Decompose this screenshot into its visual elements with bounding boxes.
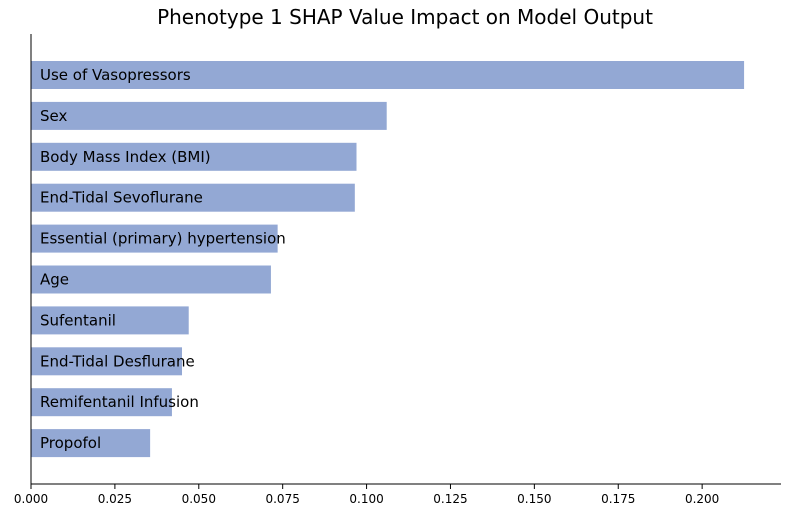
bar-label-2: Body Mass Index (BMI)	[40, 148, 211, 166]
x-tick-label-1: 0.025	[98, 492, 132, 506]
bar-label-1: Sex	[40, 107, 67, 125]
x-tick-label-3: 0.075	[265, 492, 299, 506]
x-tick-label-6: 0.150	[517, 492, 551, 506]
bar-label-5: Age	[40, 271, 69, 289]
bar-8	[31, 388, 172, 417]
chart-title: Phenotype 1 SHAP Value Impact on Model O…	[157, 5, 653, 29]
x-tick-label-0: 0.000	[14, 492, 48, 506]
bar-label-4: Essential (primary) hypertension	[40, 230, 286, 248]
bars-layer: Use of Vasopressors Sex Body Mass Index (B…	[31, 61, 745, 458]
bar-label-9: Propofol	[40, 434, 101, 452]
x-tick-label-7: 0.175	[601, 492, 635, 506]
x-tick-label-5: 0.125	[433, 492, 467, 506]
bar-1	[31, 101, 387, 130]
bar-label-3: End-Tidal Sevoflurane	[40, 189, 203, 207]
bar-9	[31, 429, 151, 458]
x-tick-label-4: 0.100	[349, 492, 383, 506]
bar-7	[31, 347, 183, 376]
bar-3	[31, 183, 355, 212]
bar-label-0: Use of Vasopressors	[40, 66, 191, 84]
x-axis-ticks: 0.000 0.025 0.050 0.075 0.100 0.125 0.150 0.175…	[14, 484, 719, 506]
x-tick-label-8: 0.200	[685, 492, 719, 506]
bar-0	[31, 61, 745, 89]
bar-6	[31, 306, 189, 335]
bar-4	[31, 224, 278, 253]
x-tick-label-2: 0.050	[182, 492, 216, 506]
bar-label-7: End-Tidal Desflurane	[40, 352, 195, 370]
bar-2	[31, 142, 357, 171]
bar-5	[31, 265, 271, 294]
bar-label-6: Sufentanil	[40, 311, 116, 329]
bar-label-8: Remifentanil Infusion	[40, 393, 199, 411]
